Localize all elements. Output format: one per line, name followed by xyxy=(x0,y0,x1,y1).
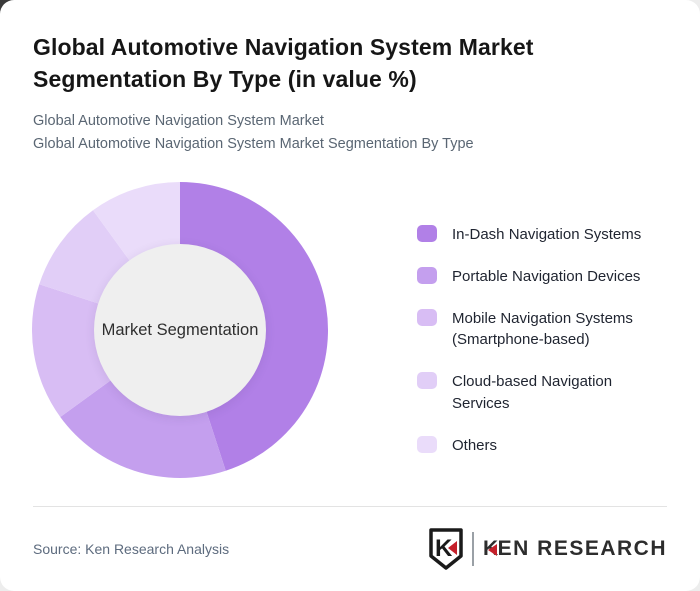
footer: Source: Ken Research Analysis K K EN RES… xyxy=(0,506,700,571)
donut-center-circle: Market Segmentation xyxy=(94,244,266,416)
legend-swatch-others xyxy=(417,435,437,453)
legend-swatch-cloud xyxy=(417,372,437,389)
footer-divider xyxy=(33,506,667,507)
legend-label-portable: Portable Navigation Devices xyxy=(452,267,641,285)
shield-logo-icon: K xyxy=(429,528,463,570)
legend-label-cloud: Cloud-based Navigation Services xyxy=(452,373,613,412)
donut-center-label: Market Segmentation xyxy=(101,320,259,339)
subtitle-line-2: Global Automotive Navigation System Mark… xyxy=(33,135,474,152)
legend-swatch-mobile xyxy=(417,308,437,326)
logo-divider xyxy=(471,532,474,566)
legend-swatch-in-dash xyxy=(417,225,437,242)
legend-label-in-dash: In-Dash Navigation Systems xyxy=(452,226,642,243)
donut-chart: Market Segmentation xyxy=(32,182,328,478)
chart-area: Market Segmentation In-Dash Navigation S… xyxy=(32,182,663,478)
legend-swatch-portable xyxy=(417,266,437,284)
legend-label-others: Others xyxy=(452,436,498,454)
subtitle-line-1: Global Automotive Navigation System Mark… xyxy=(33,113,324,130)
page-title: Global Automotive Navigation System Mark… xyxy=(33,34,534,92)
header: Global Automotive Navigation System Mark… xyxy=(0,0,700,155)
brand-rest: EN RESEARCH xyxy=(497,537,667,560)
legend-item: Cloud-based Navigation Services xyxy=(417,371,663,415)
legend-item: Mobile Navigation Systems (Smartphone-ba… xyxy=(417,308,663,352)
legend-item: Portable Navigation Devices xyxy=(417,266,663,288)
chart-legend: In-Dash Navigation Systems Portable Navi… xyxy=(417,182,663,476)
ken-research-logo: K K EN RESEARCH xyxy=(427,527,667,571)
brand-text: K EN RESEARCH xyxy=(483,537,667,561)
legend-item: Others xyxy=(417,435,663,457)
brand-k-triangle-icon xyxy=(487,544,497,556)
legend-label-mobile: Mobile Navigation Systems (Smartphone-ba… xyxy=(452,309,633,349)
shield-letter: K xyxy=(435,535,453,562)
subtitle-block: Global Automotive Navigation System Mark… xyxy=(33,110,667,155)
shield-k-triangle xyxy=(447,541,457,555)
legend-item: In-Dash Navigation Systems xyxy=(417,224,663,246)
source-text: Source: Ken Research Analysis xyxy=(33,541,230,557)
